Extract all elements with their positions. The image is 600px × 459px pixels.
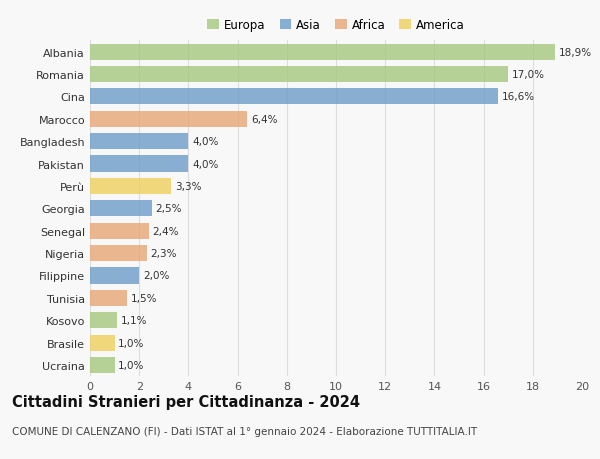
Text: 17,0%: 17,0% [512, 70, 545, 80]
Bar [90, 134, 188, 150]
Legend: Europa, Asia, Africa, America: Europa, Asia, Africa, America [208, 19, 464, 32]
Bar [90, 179, 171, 195]
Bar [90, 201, 151, 217]
Text: COMUNE DI CALENZANO (FI) - Dati ISTAT al 1° gennaio 2024 - Elaborazione TUTTITAL: COMUNE DI CALENZANO (FI) - Dati ISTAT al… [12, 426, 477, 436]
Text: 4,0%: 4,0% [192, 137, 218, 147]
Bar [90, 45, 555, 61]
Bar [90, 268, 139, 284]
Bar [90, 290, 127, 306]
Bar [90, 313, 117, 329]
Bar [90, 223, 149, 239]
Text: 18,9%: 18,9% [559, 47, 592, 57]
Text: 1,5%: 1,5% [131, 293, 157, 303]
Text: Cittadini Stranieri per Cittadinanza - 2024: Cittadini Stranieri per Cittadinanza - 2… [12, 394, 360, 409]
Text: 2,0%: 2,0% [143, 271, 169, 281]
Text: 16,6%: 16,6% [502, 92, 535, 102]
Text: 1,1%: 1,1% [121, 315, 147, 325]
Bar [90, 89, 499, 105]
Text: 1,0%: 1,0% [118, 338, 145, 348]
Bar [90, 67, 508, 83]
Text: 1,0%: 1,0% [118, 360, 145, 370]
Bar [90, 246, 146, 262]
Text: 2,4%: 2,4% [153, 226, 179, 236]
Text: 6,4%: 6,4% [251, 114, 278, 124]
Text: 4,0%: 4,0% [192, 159, 218, 169]
Bar [90, 112, 247, 128]
Text: 2,3%: 2,3% [150, 248, 177, 258]
Bar [90, 357, 115, 373]
Bar [90, 156, 188, 172]
Text: 2,5%: 2,5% [155, 204, 182, 214]
Bar [90, 335, 115, 351]
Text: 3,3%: 3,3% [175, 181, 202, 191]
